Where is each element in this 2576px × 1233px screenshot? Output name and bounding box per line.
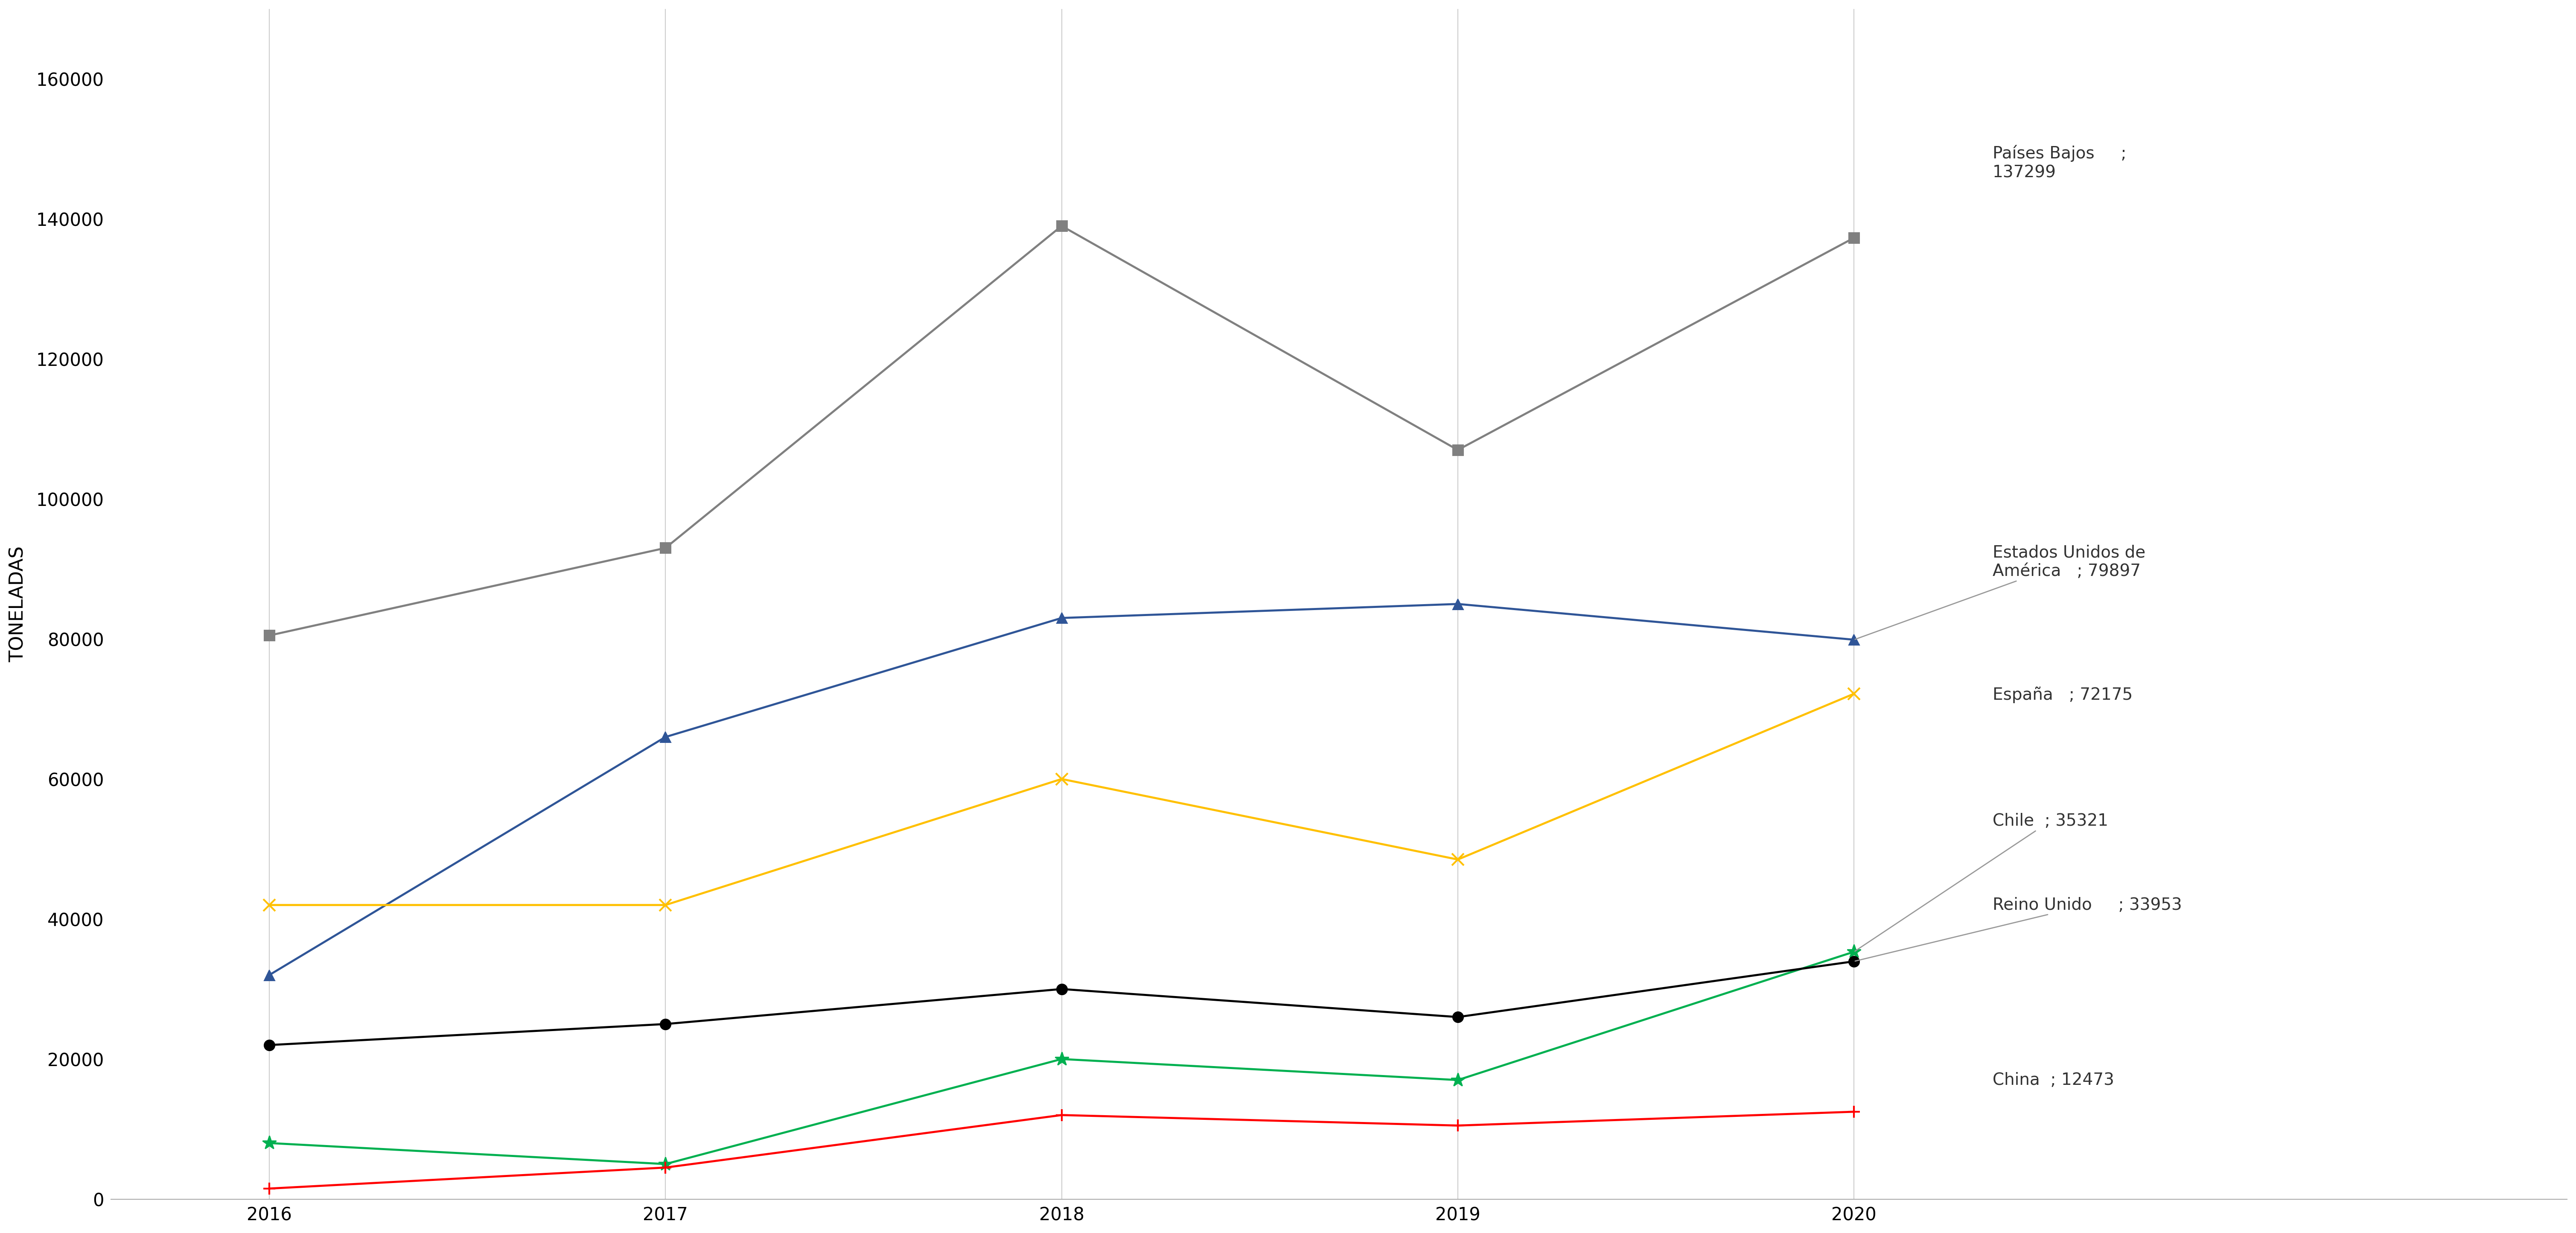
- Text: España   ; 72175: España ; 72175: [1994, 687, 2133, 703]
- Text: Reino Unido     ; 33953: Reino Unido ; 33953: [1855, 896, 2182, 961]
- Text: Países Bajos     ;
137299: Países Bajos ; 137299: [1994, 145, 2125, 181]
- Text: China  ; 12473: China ; 12473: [1994, 1071, 2115, 1089]
- Text: Estados Unidos de
América   ; 79897: Estados Unidos de América ; 79897: [1855, 545, 2146, 639]
- Text: Chile  ; 35321: Chile ; 35321: [1855, 813, 2107, 951]
- Y-axis label: TONELADAS: TONELADAS: [8, 546, 28, 662]
